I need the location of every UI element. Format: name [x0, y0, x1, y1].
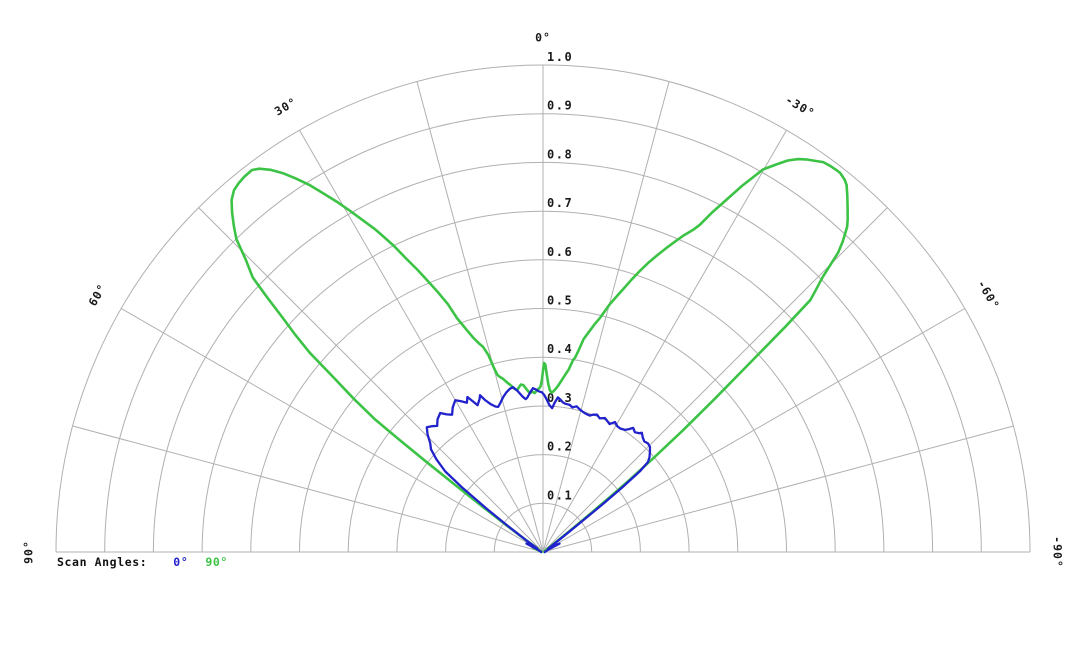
grid-spoke [542, 129, 787, 553]
angle-tick-label: 30° [272, 94, 300, 118]
grid-spoke [299, 129, 544, 553]
angle-tick-label: -90° [1051, 536, 1065, 568]
radial-tick-label: 0.4 [547, 342, 573, 356]
legend-title: Scan Angles: [57, 555, 148, 569]
radial-tick-label: 0.8 [547, 147, 573, 161]
grid-spoke [542, 425, 1014, 553]
angle-tick-label: 60° [85, 281, 109, 309]
radial-tick-label: 0.7 [547, 196, 573, 210]
grid-spoke [198, 207, 544, 553]
grid-spoke [72, 425, 544, 553]
radial-tick-label: 0.5 [547, 294, 573, 308]
radial-tick-label: 1.0 [547, 50, 573, 64]
angle-tick-label: -30° [783, 92, 817, 120]
legend-entry-scan-90: 90° [205, 555, 228, 569]
angle-tick-label: 90° [22, 540, 36, 564]
legend-entry-scan-0: 0° [173, 555, 189, 569]
angle-tick-label: -60° [975, 278, 1003, 312]
angle-tick-label: 0° [535, 31, 551, 45]
grid-spoke [120, 308, 544, 553]
grid-spoke [542, 207, 888, 553]
legend: Scan Angles: 0° 90° [57, 555, 228, 569]
radial-tick-label: 0.9 [547, 99, 573, 113]
grid-spoke [542, 81, 670, 553]
series-scan-0deg-curve [425, 386, 652, 554]
radial-tick-label: 0.1 [547, 488, 573, 502]
grid-spoke [542, 308, 966, 553]
series-scan-90deg-curve [230, 157, 849, 554]
radial-tick-label: 0.2 [547, 440, 573, 454]
grid-spoke [416, 81, 544, 553]
radial-tick-label: 0.6 [547, 245, 573, 259]
